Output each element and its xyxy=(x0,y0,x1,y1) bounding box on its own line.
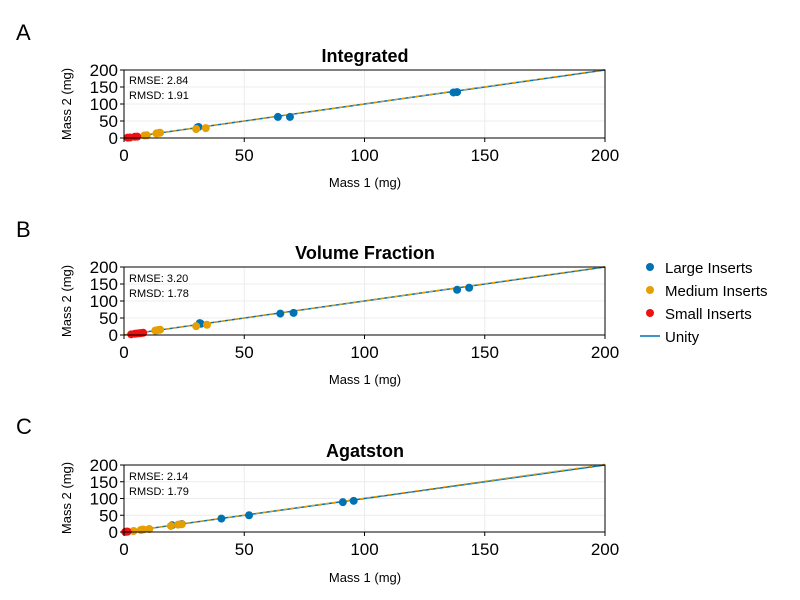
data-point-large-inserts xyxy=(453,88,462,97)
y-tick-label: 0 xyxy=(109,129,118,148)
panel-b: B Volume Fraction 0 50 100 150 2000501001502… xyxy=(16,217,619,387)
x-tick-label: 100 xyxy=(350,146,378,165)
y-tick-label: 0 xyxy=(109,523,118,542)
rmse-annotation-b: RMSE: 3.20 xyxy=(129,273,188,285)
x-tick-label: 0 xyxy=(119,146,128,165)
fit-line xyxy=(123,463,606,533)
x-tick-label: 150 xyxy=(471,540,499,559)
rmsd-annotation-c: RMSD: 1.79 xyxy=(129,486,189,498)
x-tick-label: 200 xyxy=(591,540,619,559)
legend: Large Inserts Medium Inserts Small Inser… xyxy=(640,260,768,346)
data-point-medium-inserts xyxy=(156,325,165,334)
rmse-annotation-c: RMSE: 2.14 xyxy=(129,471,188,483)
y-tick-label: 50 xyxy=(99,309,118,328)
y-axis-label-c: Mass 2 (mg) xyxy=(59,462,74,534)
x-axis-label-c: Mass 1 (mg) xyxy=(329,570,401,585)
data-point-large-inserts xyxy=(289,308,298,317)
data-point-large-inserts xyxy=(273,112,282,121)
x-tick-label: 100 xyxy=(350,540,378,559)
data-point-large-inserts xyxy=(338,498,347,507)
x-axis-label-b: Mass 1 (mg) xyxy=(329,372,401,387)
data-point-large-inserts xyxy=(245,511,254,520)
x-tick-label: 200 xyxy=(591,146,619,165)
x-tick-label: 0 xyxy=(119,343,128,362)
rmse-annotation-a: RMSE: 2.84 xyxy=(129,75,188,87)
x-tick-label: 100 xyxy=(350,343,378,362)
y-tick-label: 200 xyxy=(90,61,118,80)
data-point-medium-inserts xyxy=(202,320,211,329)
x-tick-label: 50 xyxy=(235,146,254,165)
y-tick-label: 0 xyxy=(109,326,118,345)
x-tick-label: 150 xyxy=(471,343,499,362)
panel-letter-b: B xyxy=(16,217,31,242)
panel-letter-c: C xyxy=(16,414,32,439)
y-tick-label: 150 xyxy=(90,78,118,97)
data-point-large-inserts xyxy=(349,496,358,505)
chart-title-a: Integrated xyxy=(321,46,408,66)
y-tick-label: 50 xyxy=(99,112,118,131)
data-point-medium-inserts xyxy=(177,520,186,529)
data-point-medium-inserts xyxy=(145,524,154,533)
x-tick-label: 0 xyxy=(119,540,128,559)
y-axis-label-a: Mass 2 (mg) xyxy=(59,68,74,140)
y-tick-label: 100 xyxy=(90,490,118,509)
legend-marker-medium-inserts xyxy=(646,286,654,294)
legend-label-large-inserts: Large Inserts xyxy=(665,260,753,277)
x-axis-label-a: Mass 1 (mg) xyxy=(329,175,401,190)
y-tick-label: 200 xyxy=(90,258,118,277)
y-tick-label: 200 xyxy=(90,456,118,475)
x-tick-label: 50 xyxy=(235,540,254,559)
data-point-medium-inserts xyxy=(192,124,201,133)
legend-label-small-inserts: Small Inserts xyxy=(665,306,752,323)
legend-label-medium-inserts: Medium Inserts xyxy=(665,283,768,300)
data-point-medium-inserts xyxy=(192,322,201,331)
data-point-small-inserts xyxy=(139,328,148,337)
data-point-large-inserts xyxy=(217,514,226,523)
y-tick-label: 150 xyxy=(90,473,118,492)
y-tick-label: 100 xyxy=(90,95,118,114)
y-tick-label: 150 xyxy=(90,275,118,294)
data-point-medium-inserts xyxy=(166,521,175,530)
data-point-medium-inserts xyxy=(201,124,210,133)
data-point-large-inserts xyxy=(276,309,285,318)
data-point-large-inserts xyxy=(465,283,474,292)
x-tick-label: 200 xyxy=(591,343,619,362)
data-point-small-inserts xyxy=(133,132,142,141)
data-point-medium-inserts xyxy=(139,525,148,534)
legend-marker-small-inserts xyxy=(646,309,654,317)
y-tick-label: 100 xyxy=(90,292,118,311)
x-tick-label: 150 xyxy=(471,146,499,165)
data-point-medium-inserts xyxy=(156,128,165,137)
legend-marker-large-inserts xyxy=(646,263,654,271)
data-point-large-inserts xyxy=(285,112,294,121)
y-tick-label: 50 xyxy=(99,506,118,525)
panel-letter-a: A xyxy=(16,20,31,45)
data-point-large-inserts xyxy=(453,285,462,294)
data-point-medium-inserts xyxy=(142,131,151,140)
rmsd-annotation-a: RMSD: 1.91 xyxy=(129,90,189,102)
data-point-medium-inserts xyxy=(129,526,138,535)
rmsd-annotation-b: RMSD: 1.78 xyxy=(129,288,189,300)
chart-title-b: Volume Fraction xyxy=(295,243,435,263)
x-tick-label: 50 xyxy=(235,343,254,362)
chart-title-c: Agatston xyxy=(326,441,404,461)
legend-label-unity: Unity xyxy=(665,329,700,346)
y-axis-label-b: Mass 2 (mg) xyxy=(59,265,74,337)
